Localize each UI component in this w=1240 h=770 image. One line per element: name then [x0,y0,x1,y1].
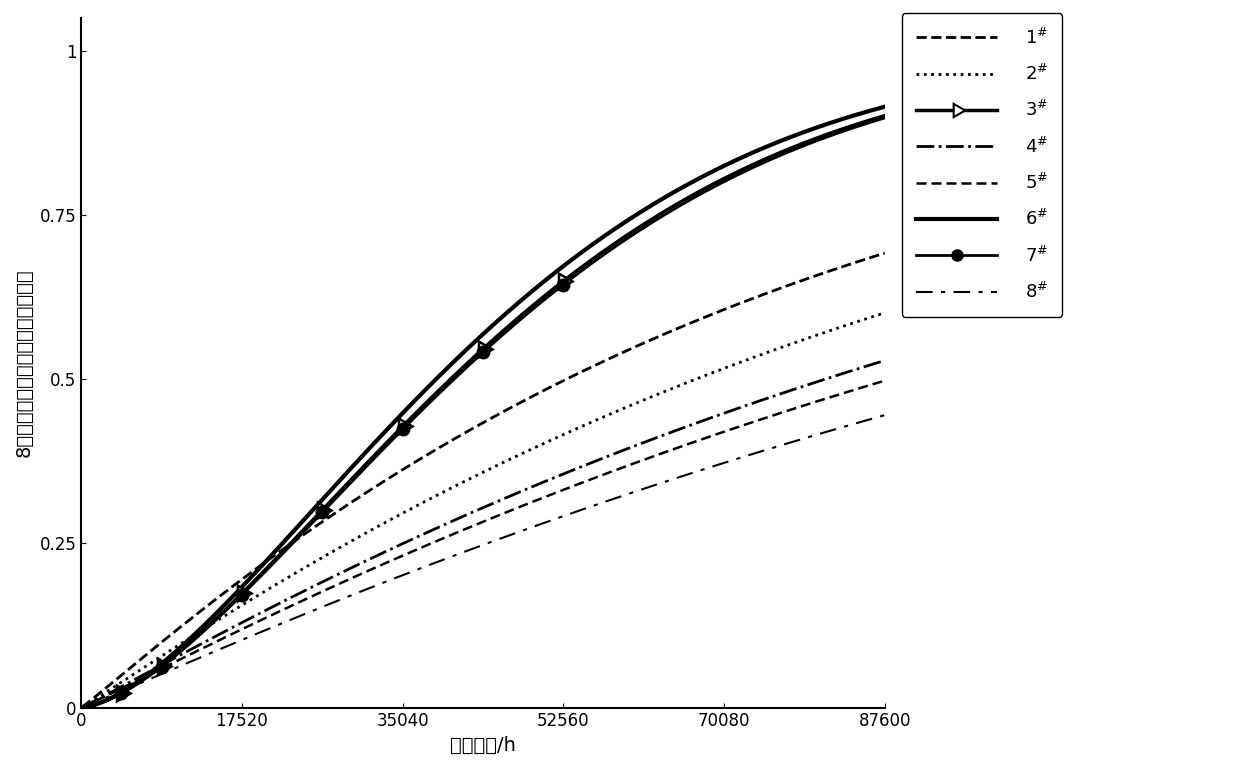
Y-axis label: 8台机组齿轮箱轴承竞争失效概率率: 8台机组齿轮箱轴承竞争失效概率率 [15,269,33,457]
Legend: $1^{\#}$, $2^{\#}$, $3^{\#}$, $4^{\#}$, $5^{\#}$, $6^{\#}$, $7^{\#}$, $8^{\#}$: $1^{\#}$, $2^{\#}$, $3^{\#}$, $4^{\#}$, … [901,13,1063,316]
X-axis label: 运行时间/h: 运行时间/h [450,736,516,755]
